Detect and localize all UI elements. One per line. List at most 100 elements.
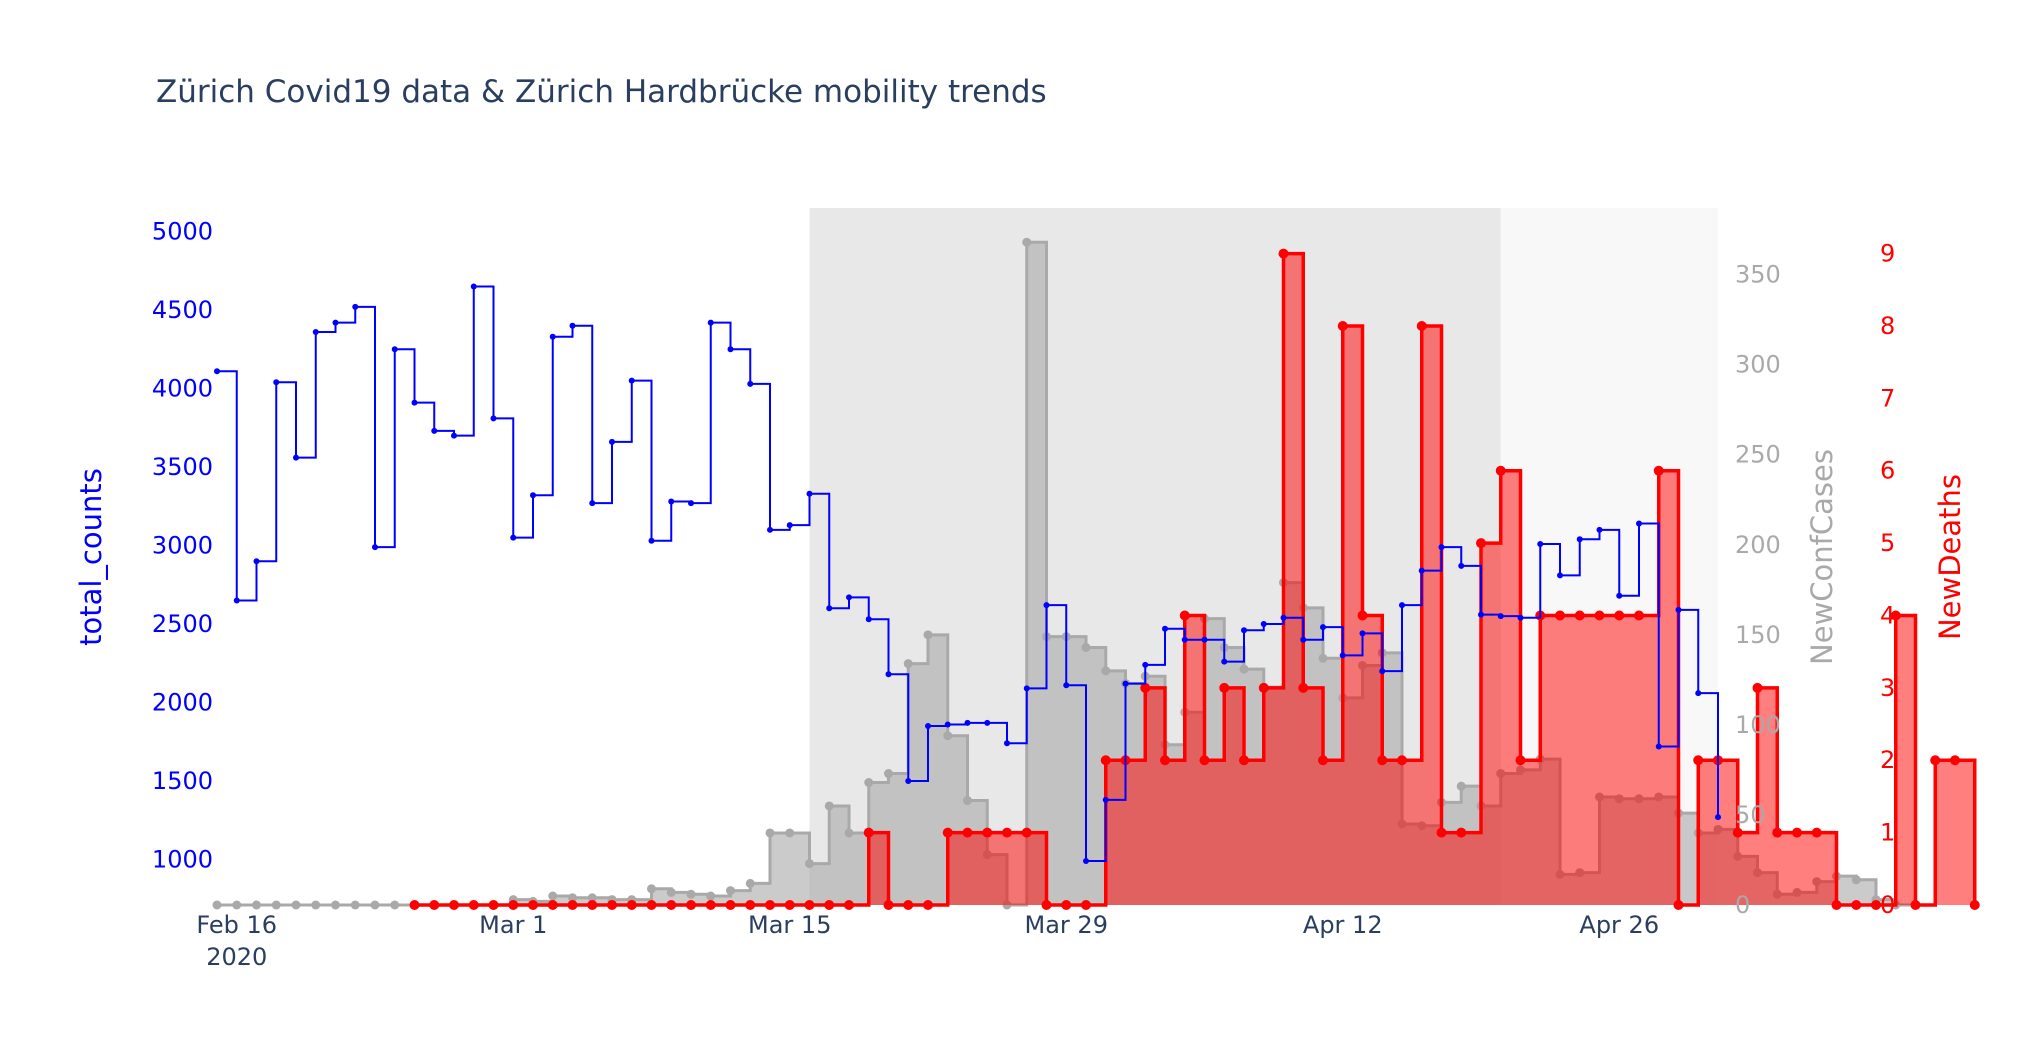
newdeaths-point-4 xyxy=(488,900,499,910)
newdeaths-point-60 xyxy=(1594,610,1605,621)
newdeaths-point-9 xyxy=(587,900,598,910)
total-counts-point-71 xyxy=(1616,592,1623,599)
y1-tick-label-7: 4500 xyxy=(152,296,213,324)
total-counts-point-20 xyxy=(609,438,615,445)
total-counts-point-42 xyxy=(1043,602,1050,609)
total-counts-point-13 xyxy=(470,283,477,290)
newdeaths-point-28 xyxy=(962,827,973,838)
newconfcases-point-0 xyxy=(212,900,222,910)
total-counts-point-24 xyxy=(688,500,694,507)
total-counts-point-50 xyxy=(1201,636,1208,643)
newdeaths-point-29 xyxy=(982,827,993,838)
total-counts-point-44 xyxy=(1083,858,1089,865)
newconfcases-point-45 xyxy=(1101,666,1111,676)
newdeaths-point-16 xyxy=(725,900,736,910)
total-counts-point-37 xyxy=(944,721,951,728)
newconfcases-point-8 xyxy=(370,900,380,910)
newconfcases-point-38 xyxy=(963,796,972,806)
y1-tick-label-8: 5000 xyxy=(152,218,213,246)
newconfcases-point-37 xyxy=(943,731,953,741)
newconfcases-point-25 xyxy=(706,891,716,901)
newconfcases-point-33 xyxy=(864,778,874,788)
newdeaths-point-47 xyxy=(1337,320,1348,331)
newdeaths-point-56 xyxy=(1515,755,1526,766)
total-counts-point-75 xyxy=(1695,690,1702,697)
newconfcases-point-6 xyxy=(331,900,340,910)
newdeaths-point-63 xyxy=(1653,465,1664,476)
newconfcases-point-31 xyxy=(824,801,834,811)
newdeaths-point-12 xyxy=(646,900,657,910)
y3-tick-label-2: 2 xyxy=(1880,746,1895,774)
total-counts-point-17 xyxy=(549,333,556,340)
y1-axis-title: total_counts xyxy=(74,468,108,646)
newconfcases-point-36 xyxy=(923,630,933,640)
y3-tick-label-4: 4 xyxy=(1880,601,1895,629)
newdeaths-point-62 xyxy=(1634,610,1644,621)
x-tick-label-2: Mar 15 xyxy=(748,911,831,939)
y1-tick-label-2: 2000 xyxy=(152,688,213,716)
total-counts-point-45 xyxy=(1102,796,1109,803)
newdeaths-point-11 xyxy=(626,900,637,910)
total-counts-point-32 xyxy=(846,594,852,601)
newconfcases-point-3 xyxy=(271,900,281,910)
y2-tick-label-1: 50 xyxy=(1735,801,1766,829)
newconfcases-area xyxy=(217,242,1916,906)
newdeaths-point-27 xyxy=(942,827,953,838)
newdeaths-point-58 xyxy=(1555,610,1565,621)
newdeaths-point-7 xyxy=(547,900,558,910)
y2-tick-label-7: 350 xyxy=(1735,261,1781,289)
total-counts-point-52 xyxy=(1241,627,1247,634)
total-counts-point-68 xyxy=(1557,572,1563,579)
total-counts-point-39 xyxy=(984,719,991,726)
newconfcases-point-32 xyxy=(844,828,854,838)
newdeaths-point-76 xyxy=(1910,900,1921,910)
total-counts-point-61 xyxy=(1418,567,1425,574)
y1-tick-label-6: 4000 xyxy=(152,375,213,403)
total-counts-point-3 xyxy=(273,379,280,386)
total-counts-point-57 xyxy=(1339,652,1346,659)
x-tick-label-1: Mar 1 xyxy=(479,911,547,939)
newconfcases-point-23 xyxy=(666,887,676,897)
x-tick-label-0: Feb 16 xyxy=(196,911,277,939)
total-counts-point-21 xyxy=(628,377,635,384)
newdeaths-point-72 xyxy=(1831,900,1842,910)
newdeaths-point-23 xyxy=(863,827,874,838)
newconfcases-point-24 xyxy=(686,889,696,899)
newdeaths-point-43 xyxy=(1258,682,1269,693)
y2-tick-label-2: 100 xyxy=(1735,711,1781,739)
total-counts-point-64 xyxy=(1478,611,1484,618)
newconfcases-point-28 xyxy=(765,828,775,838)
total-counts-point-73 xyxy=(1655,743,1662,750)
total-counts-point-62 xyxy=(1438,544,1445,551)
newdeaths-point-30 xyxy=(1002,827,1012,838)
newdeaths-point-68 xyxy=(1752,682,1763,693)
x-tick-label-3: Mar 29 xyxy=(1025,911,1108,939)
total-counts-point-63 xyxy=(1458,562,1465,569)
y3-tick-label-8: 8 xyxy=(1880,312,1895,340)
newdeaths-point-21 xyxy=(824,900,835,910)
newdeaths-point-59 xyxy=(1574,610,1585,621)
total-counts-point-47 xyxy=(1142,661,1149,668)
total-counts-point-66 xyxy=(1517,614,1524,621)
total-counts-point-49 xyxy=(1181,636,1188,643)
total-counts-point-25 xyxy=(707,319,714,326)
total-counts-point-55 xyxy=(1300,636,1307,643)
x-tick-label-4: Apr 12 xyxy=(1303,911,1383,939)
y1-tick-label-5: 3500 xyxy=(152,453,213,481)
y2-axis-title: NewConfCases xyxy=(1805,449,1839,665)
newdeaths-point-44 xyxy=(1278,248,1289,259)
y3-axis-title: NewDeaths xyxy=(1933,474,1967,640)
newdeaths-point-54 xyxy=(1476,538,1486,549)
newdeaths-point-17 xyxy=(745,900,756,910)
newdeaths-point-20 xyxy=(804,900,815,910)
newdeaths-point-48 xyxy=(1357,610,1368,621)
newdeaths-point-33 xyxy=(1061,900,1072,910)
newdeaths-point-79 xyxy=(1969,900,1980,910)
total-counts-point-74 xyxy=(1675,606,1682,613)
newdeaths-point-5 xyxy=(508,900,519,910)
newdeaths-point-32 xyxy=(1041,900,1052,910)
newdeaths-point-50 xyxy=(1397,755,1407,766)
newdeaths-point-45 xyxy=(1298,682,1309,693)
newdeaths-point-15 xyxy=(705,900,716,910)
newconfcases-point-41 xyxy=(1022,237,1032,247)
